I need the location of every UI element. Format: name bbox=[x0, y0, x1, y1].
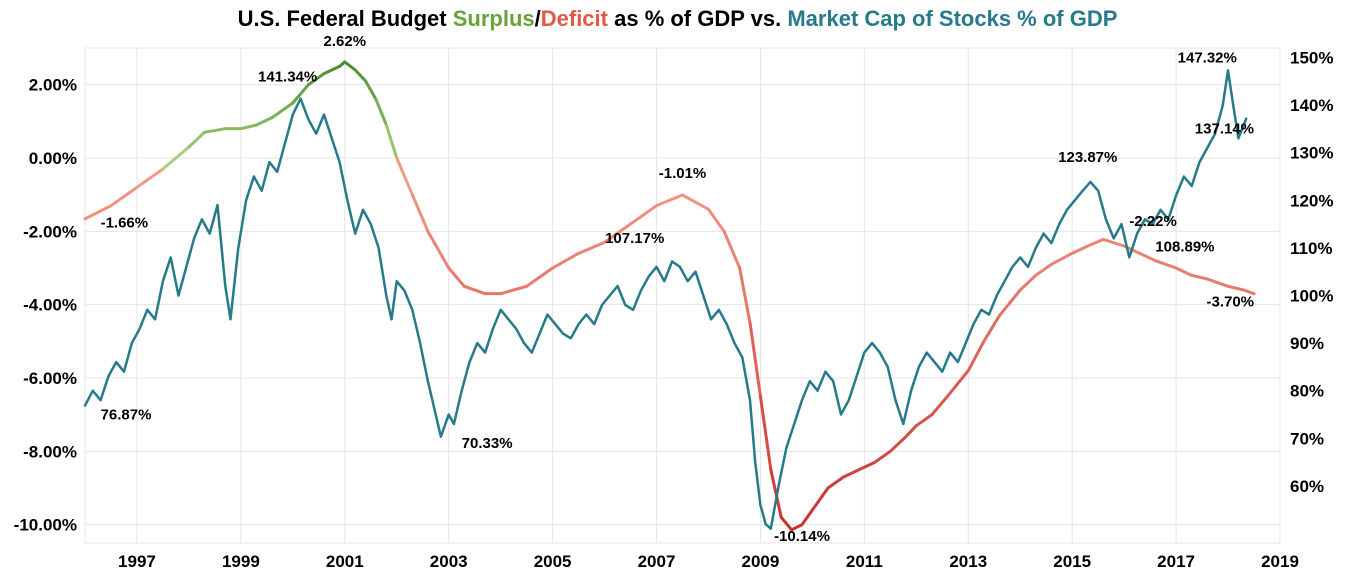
x-axis-tick: 2003 bbox=[430, 552, 468, 571]
right-axis-tick: 110% bbox=[1290, 239, 1333, 258]
chart-container: 2.00% 0.00% -2.00% -4.00% -6.00% -8.00% -10.00… bbox=[0, 0, 1355, 583]
right-axis-tick: 150% bbox=[1290, 49, 1333, 68]
right-axis-tick: 60% bbox=[1290, 477, 1324, 496]
annotation-label: 147.32% bbox=[1178, 49, 1237, 66]
annotation-label: -1.66% bbox=[101, 215, 149, 232]
annotation-label: -2.22% bbox=[1129, 213, 1177, 230]
right-axis-tick: 120% bbox=[1290, 191, 1333, 210]
annotation-label: 108.89% bbox=[1155, 239, 1214, 256]
left-axis-tick: 0.00% bbox=[29, 149, 77, 168]
right-axis-tick: 80% bbox=[1290, 382, 1324, 401]
x-axis-tick: 1997 bbox=[118, 552, 156, 571]
x-axis-tick: 2011 bbox=[846, 552, 883, 571]
right-axis-tick: 70% bbox=[1290, 429, 1324, 448]
left-axis-tick: -2.00% bbox=[23, 222, 77, 241]
x-axis-tick: 2001 bbox=[326, 552, 364, 571]
annotation-label: 2.62% bbox=[324, 33, 367, 50]
annotation-label: 123.87% bbox=[1058, 149, 1117, 166]
x-axis-tick: 2017 bbox=[1157, 552, 1195, 571]
annotation-label: -1.01% bbox=[659, 165, 707, 182]
left-axis-tick: 2.00% bbox=[29, 76, 77, 95]
chart-title: U.S. Federal Budget Surplus/Deficit as %… bbox=[238, 6, 1118, 31]
chart-svg: 2.00% 0.00% -2.00% -4.00% -6.00% -8.00% -10.00… bbox=[0, 0, 1355, 583]
x-axis-tick: 2015 bbox=[1053, 552, 1091, 571]
annotation-label: 137.14% bbox=[1195, 121, 1254, 138]
x-axis-tick: 2007 bbox=[638, 552, 676, 571]
x-axis-tick: 2009 bbox=[742, 552, 780, 571]
annotation-label: 70.33% bbox=[462, 435, 513, 452]
left-axis-tick: -6.00% bbox=[23, 369, 77, 388]
left-axis-tick: -8.00% bbox=[23, 442, 77, 461]
x-axis-tick: 2005 bbox=[534, 552, 572, 571]
annotation-label: 107.17% bbox=[605, 230, 664, 247]
annotation-label: -3.70% bbox=[1206, 294, 1254, 311]
right-axis-tick: 130% bbox=[1290, 144, 1333, 163]
left-axis-tick: -10.00% bbox=[14, 516, 77, 535]
right-axis-tick: 90% bbox=[1290, 334, 1324, 353]
x-axis-tick: 2013 bbox=[949, 552, 987, 571]
x-axis-tick: 1999 bbox=[222, 552, 260, 571]
left-axis-tick: -4.00% bbox=[23, 296, 77, 315]
right-axis-tick: 100% bbox=[1290, 287, 1333, 306]
right-axis-tick: 140% bbox=[1290, 96, 1333, 115]
annotation-label: 76.87% bbox=[101, 406, 152, 423]
annotation-label: 141.34% bbox=[258, 68, 317, 85]
annotation-label: -10.14% bbox=[774, 528, 830, 545]
x-axis-tick: 2019 bbox=[1261, 552, 1299, 571]
